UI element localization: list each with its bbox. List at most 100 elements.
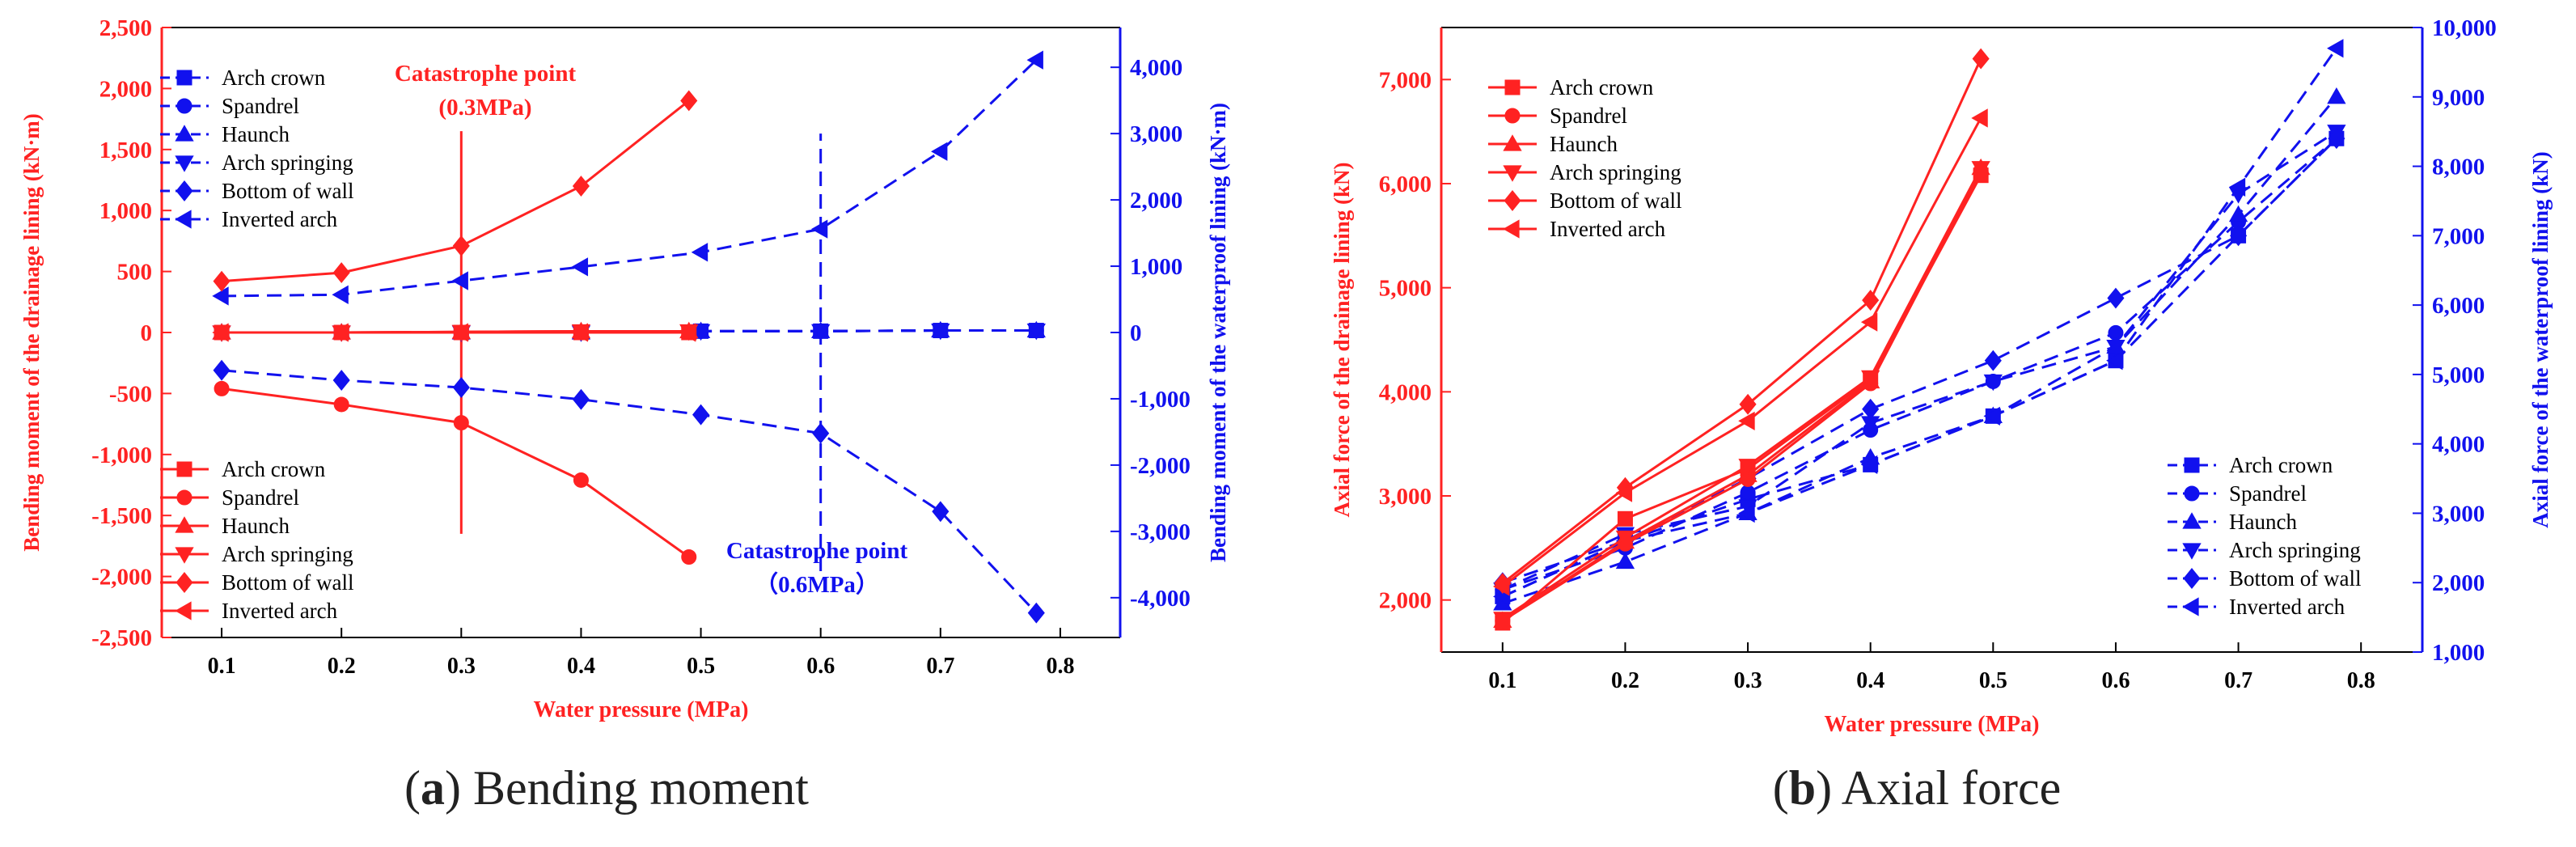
data-point xyxy=(1026,50,1043,70)
legend-marker xyxy=(2184,485,2200,502)
y-right-tick-label: 6,000 xyxy=(2432,293,2485,319)
legend-label: Inverted arch xyxy=(1550,217,1666,241)
data-point xyxy=(2106,351,2123,371)
x-tick-label: 0.3 xyxy=(1734,668,1762,693)
drainage-series-bottom-of-wall xyxy=(213,90,698,292)
legend-label: Bottom of wall xyxy=(2229,566,2362,591)
data-point xyxy=(1862,398,1880,420)
data-point xyxy=(572,176,590,197)
legend-marker xyxy=(175,547,194,564)
data-point xyxy=(932,501,950,523)
y-axis-right-label: Bending moment of the waterproof lining … xyxy=(1206,103,1230,562)
x-tick-label: 0.4 xyxy=(567,654,595,679)
data-point xyxy=(1983,374,2003,392)
legend-marker xyxy=(175,210,192,229)
series-line xyxy=(1502,130,2337,591)
y-left-tick-label: -500 xyxy=(109,381,152,407)
series-line xyxy=(1501,174,1982,625)
chart-panel-b: 0.1 0.2 0.3 0.4 0.5 0.6 0.7 0.8 Water pressure (… xyxy=(1330,15,2553,737)
data-point xyxy=(2230,225,2248,247)
data-point xyxy=(332,262,350,284)
data-point xyxy=(332,285,349,304)
x-tick-label: 0.1 xyxy=(208,654,236,679)
legend-marker xyxy=(2184,457,2200,473)
y-left-tick-label: 2,000 xyxy=(99,76,152,102)
data-point xyxy=(572,388,590,410)
x-tick-label: 0.4 xyxy=(1856,668,1884,693)
y-right-tick-label: 7,000 xyxy=(2432,223,2485,249)
y-left-tick-label: 4,000 xyxy=(1379,379,1432,405)
panel-b-caption: (b) Axial force xyxy=(1772,761,2062,815)
legend-waterproof: Arch crown Spandrel Haunch Arch springing Bo… xyxy=(2168,453,2362,619)
x-axis-label: Water pressure (MPa) xyxy=(1825,712,2040,737)
legend-label: Bottom of wall xyxy=(1550,188,1682,213)
legend-label: Haunch xyxy=(222,122,290,146)
data-point xyxy=(214,380,230,396)
legend-marker xyxy=(175,155,194,172)
y-right-tick-label: 5,000 xyxy=(2432,362,2485,388)
y-left-tick-label: -1,500 xyxy=(91,503,152,529)
data-point xyxy=(332,323,349,342)
y-right-tick-label: 8,000 xyxy=(2432,155,2485,180)
drainage-series-arch-springing xyxy=(1493,161,1990,629)
x-tick-label: 0.7 xyxy=(2224,668,2252,693)
y-left-tick-label: 6,000 xyxy=(1379,172,1432,197)
y-right-tick-label: 4,000 xyxy=(2432,432,2485,458)
y-right-tick-label: -3,000 xyxy=(1130,519,1191,545)
legend-label: Haunch xyxy=(1550,132,1618,156)
x-tick-label: 0.3 xyxy=(447,654,476,679)
legend-label: Arch springing xyxy=(222,150,353,175)
legend-marker xyxy=(176,461,192,477)
data-point xyxy=(453,415,469,431)
legend-label: Arch springing xyxy=(1550,160,1681,184)
catastrophe-label: Catastrophe point xyxy=(726,538,908,564)
y-right-tick-label: 10,000 xyxy=(2432,15,2497,41)
x-tick-label: 0.2 xyxy=(1611,668,1639,693)
x-tick-label: 0.8 xyxy=(2347,668,2375,693)
waterproof-series-bottom-of-wall xyxy=(213,359,1045,624)
data-point xyxy=(931,142,948,161)
data-point xyxy=(1984,349,2002,371)
legend-label: Arch springing xyxy=(222,542,353,566)
legend-marker xyxy=(2182,543,2202,560)
data-point xyxy=(812,422,830,444)
y-right-tick-label: 2,000 xyxy=(2432,570,2485,596)
data-point xyxy=(1860,312,1878,332)
legend-drainage: Arch crown Spandrel Haunch Arch springing Bo… xyxy=(160,457,354,623)
legend-waterproof: Arch crown Spandrel Haunch Arch springing Bo… xyxy=(160,66,354,231)
y-right-tick-label: 0 xyxy=(1130,320,1142,346)
data-point xyxy=(1738,411,1755,431)
data-point xyxy=(811,324,831,341)
y-right-tick-label: 3,000 xyxy=(1130,121,1182,147)
data-point xyxy=(451,271,468,290)
legend-marker xyxy=(175,125,194,142)
data-point xyxy=(1971,108,1988,128)
data-point xyxy=(452,235,470,256)
data-point xyxy=(573,472,589,488)
x-tick-label: 0.8 xyxy=(1046,654,1074,679)
legend-marker xyxy=(2182,597,2199,616)
data-point xyxy=(680,90,698,112)
legend-marker xyxy=(176,489,192,506)
data-point xyxy=(681,548,697,565)
legend-label: Arch crown xyxy=(2229,453,2333,477)
legend-marker xyxy=(1503,219,1520,239)
data-point xyxy=(810,219,828,239)
data-point xyxy=(1617,510,1633,527)
y-left-tick-label: 2,000 xyxy=(1379,588,1432,614)
data-point xyxy=(213,270,231,292)
catastrophe-sublabel: (0.3MPa) xyxy=(438,95,531,121)
legend-marker xyxy=(2183,568,2201,589)
data-point xyxy=(1983,406,2000,426)
y-left-tick-label: 1,000 xyxy=(99,198,152,224)
data-point xyxy=(1738,503,1755,523)
data-point xyxy=(1739,393,1757,415)
y-left-tick-label: -2,500 xyxy=(91,625,152,651)
data-point xyxy=(1972,48,1990,70)
data-point xyxy=(1026,323,1046,341)
legend-marker xyxy=(1504,108,1521,124)
y-right-tick-label: 3,000 xyxy=(2432,501,2485,527)
data-point xyxy=(452,377,470,398)
data-point xyxy=(1615,483,1633,502)
x-tick-label: 0.5 xyxy=(1979,668,2007,693)
